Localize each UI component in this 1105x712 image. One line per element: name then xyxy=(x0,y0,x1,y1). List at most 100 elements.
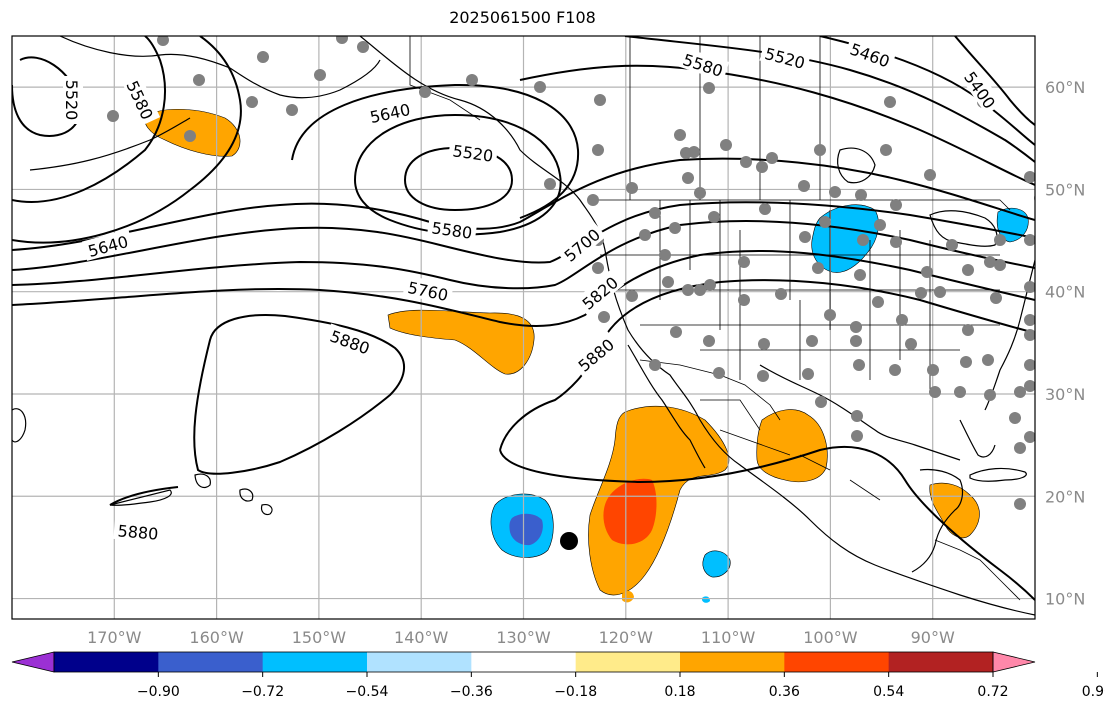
contour-label-bg xyxy=(958,64,1003,115)
colorbar-segment xyxy=(54,652,159,672)
lon-tick-label: 160°W xyxy=(189,628,244,647)
station-dot xyxy=(994,259,1006,271)
station-dot xyxy=(314,69,326,81)
station-dot xyxy=(184,130,196,142)
station-dot xyxy=(946,239,958,251)
colorbar-tick-label: 0.90 xyxy=(1082,684,1105,700)
coastline-greatlakes xyxy=(929,210,998,247)
lon-tick-label: 120°W xyxy=(599,628,654,647)
station-dot xyxy=(802,368,814,380)
lat-tick-label: 10°N xyxy=(1045,590,1085,609)
lat-tick-label: 20°N xyxy=(1045,487,1085,506)
contour-label: 5520 xyxy=(447,138,499,166)
contour-5640-west xyxy=(12,36,242,244)
station-dot xyxy=(157,36,169,46)
colorbar-tick-label: −0.72 xyxy=(241,684,284,700)
station-dot xyxy=(890,236,902,248)
contour-5640-ring xyxy=(291,83,580,219)
station-dot xyxy=(960,356,972,368)
station-dot xyxy=(921,266,933,278)
station-dot xyxy=(757,370,769,382)
station-dot xyxy=(929,386,941,398)
station-dot xyxy=(598,311,610,323)
contour-label-bg xyxy=(556,221,607,268)
contour-5880-ridge xyxy=(193,314,405,475)
station-dot xyxy=(649,359,661,371)
lon-tick-label: 170°W xyxy=(87,628,142,647)
contour-label-bg xyxy=(81,229,134,261)
station-dot xyxy=(107,110,119,122)
coastline-north-america xyxy=(359,36,1035,616)
station-dot xyxy=(1024,359,1035,371)
colorbar-segment xyxy=(367,652,472,672)
station-dot xyxy=(984,256,996,268)
station-dot xyxy=(758,338,770,350)
station-markers xyxy=(107,36,1035,510)
station-dot xyxy=(544,178,556,190)
station-dot xyxy=(1014,498,1026,510)
contour-label-bg xyxy=(63,76,83,124)
station-dot xyxy=(738,256,750,268)
station-dot xyxy=(984,389,996,401)
station-dot xyxy=(419,86,431,98)
colorbar-tick-label: 0.18 xyxy=(664,684,695,700)
longitude-labels: 170°W 160°W 150°W 140°W 130°W 120°W 110°W 100°W… xyxy=(87,628,955,647)
coastline-baja xyxy=(627,344,706,469)
station-dot xyxy=(286,104,298,116)
station-dot xyxy=(592,144,604,156)
station-dot xyxy=(857,234,869,246)
map-frame xyxy=(11,35,1036,620)
station-dot xyxy=(990,292,1002,304)
contour-5880-southwest xyxy=(109,486,179,506)
contour-5520-east xyxy=(624,36,1035,163)
station-dot xyxy=(670,326,682,338)
station-dot xyxy=(336,36,348,44)
contour-label-bg xyxy=(447,138,499,166)
station-dot xyxy=(874,219,886,231)
anomaly-pacific-royalblue xyxy=(509,513,543,546)
contour-label-bg xyxy=(324,323,377,359)
station-dot xyxy=(982,354,994,366)
border-us-mexico xyxy=(639,359,781,421)
station-dot xyxy=(674,129,686,141)
colorbar-segment xyxy=(471,652,577,672)
border-mexico-states xyxy=(700,399,881,501)
station-dot xyxy=(853,359,865,371)
station-dot xyxy=(1014,442,1026,454)
colorbar: −0.90 −0.72 −0.54 −0.36 −0.18 0.18 0.36 0.54 0.7… xyxy=(11,651,1105,700)
colorbar-outline xyxy=(53,651,994,673)
anomaly-mexico-red xyxy=(603,478,657,545)
station-dot xyxy=(819,216,831,228)
station-dot xyxy=(1024,234,1035,246)
station-dot xyxy=(824,309,836,321)
station-dot xyxy=(246,96,258,108)
coastlines xyxy=(12,36,1035,616)
station-dot xyxy=(905,338,917,350)
station-dot xyxy=(1024,281,1035,293)
contour-5400 xyxy=(954,36,1035,126)
coastline-alaska xyxy=(59,36,381,99)
coastline-cuba xyxy=(969,467,1027,482)
station-dot xyxy=(694,284,706,296)
station-dot xyxy=(704,279,716,291)
station-dot xyxy=(889,364,901,376)
station-dot xyxy=(934,286,946,298)
contour-label: 5640 xyxy=(364,97,416,127)
border-states-horizontal xyxy=(600,254,1000,351)
coastline-yucatan xyxy=(911,468,964,573)
station-dot xyxy=(872,296,884,308)
colorbar-segment xyxy=(888,652,994,672)
lon-tick-label: 110°W xyxy=(701,628,756,647)
contour-5880-south xyxy=(499,445,1035,601)
colorbar-tick-label: −0.90 xyxy=(137,684,180,700)
station-dot xyxy=(587,194,599,206)
contour-label: 5580 xyxy=(426,215,478,243)
lat-tick-label: 50°N xyxy=(1045,180,1085,199)
anomaly-small-blue xyxy=(702,550,731,578)
contour-5580-west xyxy=(12,36,166,203)
coastline-hawaii xyxy=(194,473,273,516)
lon-tick-label: 150°W xyxy=(292,628,347,647)
contour-label-bg xyxy=(364,97,416,127)
colorbar-segment xyxy=(575,652,681,672)
station-dot xyxy=(1024,380,1035,392)
